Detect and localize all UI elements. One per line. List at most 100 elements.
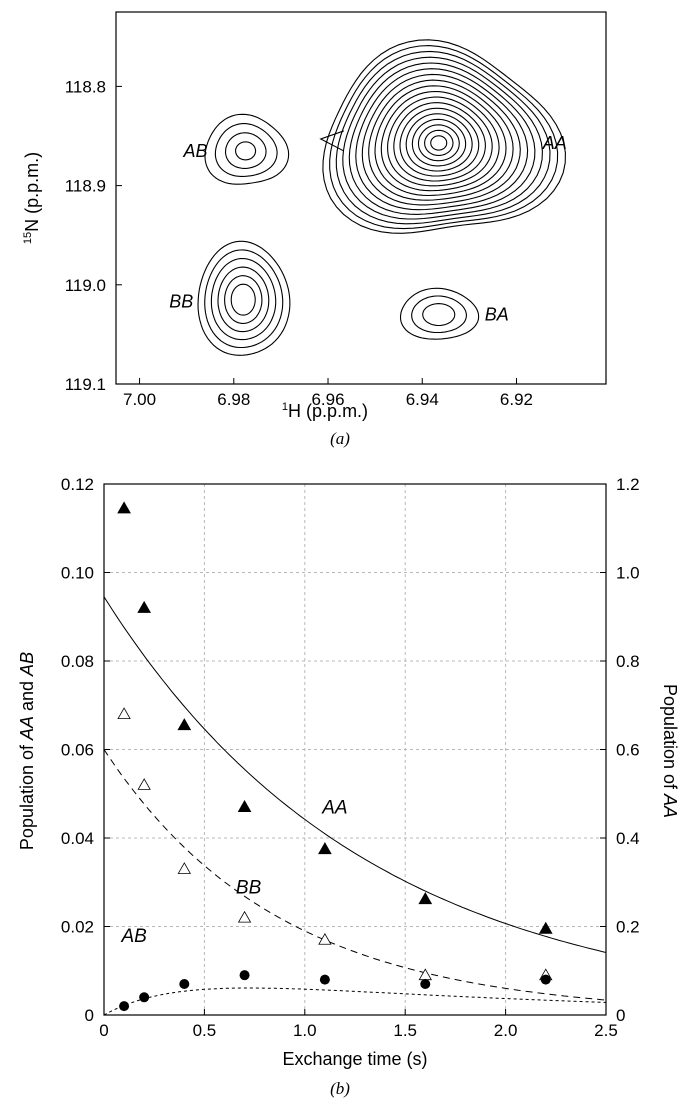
data-point-ab bbox=[420, 979, 431, 990]
data-point-aa bbox=[538, 921, 553, 934]
contour-ring-aa bbox=[368, 79, 514, 201]
data-point-ab bbox=[179, 979, 190, 990]
y-axis-label-a-text: N (p.p.m.) bbox=[22, 152, 42, 232]
y-tick-label-left: 0.12 bbox=[61, 475, 94, 494]
peak-label-aa: AA bbox=[542, 133, 567, 153]
data-point-bb bbox=[318, 932, 332, 945]
y-tick-label-right: 0.6 bbox=[616, 741, 640, 760]
peak-labels: AB AA BB BA bbox=[169, 133, 567, 325]
data-point-aa bbox=[177, 718, 192, 731]
contour-ring-aa bbox=[411, 118, 467, 167]
contour-ring-ba bbox=[422, 303, 456, 327]
plot-frame-a bbox=[115, 11, 607, 385]
contour-ring-bb bbox=[210, 257, 277, 341]
contour-ring-ba bbox=[411, 295, 467, 334]
x-axis-label-a: 1H (p.p.m.) bbox=[282, 401, 368, 421]
contour-ring-aa bbox=[417, 124, 460, 162]
y-tick-label-right: 0.4 bbox=[616, 829, 640, 848]
axis-ticks-b: 0 0.5 1.0 1.5 2.0 2.500.020.040.060.080.100.1… bbox=[61, 475, 640, 1040]
panel-label-a: (a) bbox=[330, 429, 350, 448]
contour-ring-aa bbox=[405, 113, 473, 172]
y-axis-label-right-p0: Population of bbox=[660, 684, 680, 794]
contour-ring-ab bbox=[235, 141, 257, 161]
contour-ring-bb bbox=[197, 240, 291, 356]
data-point-ab bbox=[319, 974, 330, 985]
contour-ring-ba bbox=[399, 287, 480, 340]
y-tick-label-right: 1.2 bbox=[616, 475, 640, 494]
data-point-bb bbox=[137, 778, 151, 790]
y-tick-label-left: 0.08 bbox=[61, 652, 94, 671]
contour-ring-ab bbox=[204, 113, 290, 185]
x-tick-label-b: 1.5 bbox=[393, 1021, 417, 1040]
contour-ring-bb bbox=[230, 283, 256, 316]
contour-ring-ab bbox=[214, 123, 278, 177]
y-axis-label-left: Population of AA and AB bbox=[17, 652, 37, 850]
x-axis-label-a-sup: 1 bbox=[282, 401, 288, 413]
peak-label-ba: BA bbox=[485, 305, 509, 325]
data-point-ab bbox=[540, 974, 551, 985]
x-tick-label-b: 0 bbox=[99, 1021, 108, 1040]
axis-ticks-a: 7.00 6.98 6.96 6.94 6.92 118.8 118.9 119.0 119.1 bbox=[65, 77, 533, 409]
fit-curve-bb bbox=[103, 749, 607, 1001]
y-tick-label-left: 0 bbox=[85, 1006, 94, 1025]
y-tick-label-right: 1.0 bbox=[616, 564, 640, 583]
x-tick-label-a: 6.96 bbox=[311, 390, 344, 409]
contour-ring-aa bbox=[348, 62, 536, 215]
contour-ring-aa bbox=[374, 85, 507, 197]
data-point-aa bbox=[117, 501, 131, 514]
y-tick-label-a: 118.8 bbox=[65, 77, 106, 96]
fit-curves bbox=[103, 596, 607, 1016]
y-tick-label-left: 0.02 bbox=[61, 918, 94, 937]
panel-label-b: (b) bbox=[330, 1079, 350, 1098]
contour-ring-aa bbox=[355, 68, 529, 211]
data-point-aa bbox=[137, 600, 152, 613]
y-axis-label-a: 15N (p.p.m.) bbox=[22, 152, 42, 244]
fit-curve-ab bbox=[103, 987, 607, 1016]
annotation-aa: AA bbox=[321, 798, 347, 819]
y-axis-label-right-p1: AA bbox=[660, 793, 680, 818]
contour-ring-aa bbox=[322, 39, 566, 234]
contour-ring-aa bbox=[329, 45, 559, 230]
contour-lines bbox=[197, 39, 566, 356]
x-axis-label-a-text: H (p.p.m.) bbox=[288, 401, 368, 421]
contour-ring-aa bbox=[342, 56, 543, 220]
x-tick-label-a: 7.00 bbox=[123, 390, 156, 409]
y-tick-label-left: 0.06 bbox=[61, 741, 94, 760]
contour-ring-aa bbox=[361, 73, 521, 206]
data-points bbox=[117, 501, 553, 1012]
y-axis-label-a-sup: 15 bbox=[22, 232, 34, 244]
x-tick-label-b: 2.0 bbox=[494, 1021, 518, 1040]
contour-ring-aa bbox=[430, 135, 448, 151]
data-point-bb bbox=[117, 707, 131, 719]
data-point-bb bbox=[418, 968, 432, 981]
x-tick-label-b: 2.5 bbox=[594, 1021, 618, 1040]
contour-ring-aa bbox=[424, 129, 454, 156]
data-point-aa bbox=[318, 842, 332, 855]
y-tick-label-a: 119.0 bbox=[65, 276, 106, 295]
data-point-ab bbox=[239, 970, 250, 981]
y-tick-label-a: 118.9 bbox=[65, 177, 106, 196]
y-tick-label-left: 0.04 bbox=[61, 829, 94, 848]
y-tick-label-a: 119.1 bbox=[65, 375, 106, 394]
contour-ring-aa bbox=[399, 107, 480, 177]
y-axis-label-right: Population of AA bbox=[660, 684, 680, 818]
x-tick-label-a: 6.92 bbox=[500, 390, 533, 409]
y-axis-label-left-p2: and bbox=[17, 676, 37, 716]
curve-annotations: AA BB AB bbox=[120, 798, 347, 947]
data-point-aa bbox=[237, 800, 252, 813]
contour-ring-bb bbox=[204, 249, 284, 349]
y-tick-label-right: 0.8 bbox=[616, 652, 640, 671]
contour-ring-ab bbox=[224, 132, 267, 169]
data-point-aa bbox=[418, 892, 433, 905]
data-point-bb bbox=[177, 862, 192, 874]
contour-spike bbox=[319, 130, 344, 152]
y-axis-label-left-p1: AA bbox=[17, 716, 37, 741]
y-axis-label-left-p0: Population of bbox=[17, 740, 37, 850]
contour-ring-aa bbox=[393, 102, 486, 182]
contour-ring-aa bbox=[387, 96, 493, 187]
peak-label-ab: AB bbox=[183, 141, 208, 161]
contour-plot: 7.00 6.98 6.96 6.94 6.92 118.8 118.9 119.0 119.1… bbox=[22, 11, 607, 448]
fit-curve-aa bbox=[103, 596, 607, 953]
x-tick-label-b: 1.0 bbox=[293, 1021, 317, 1040]
